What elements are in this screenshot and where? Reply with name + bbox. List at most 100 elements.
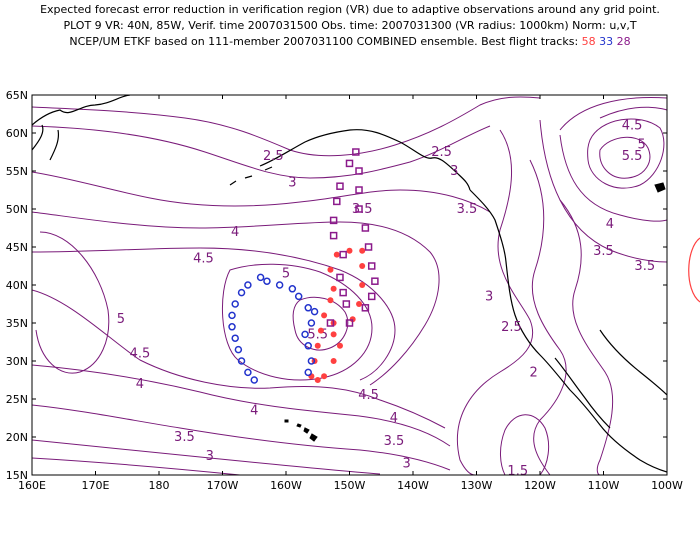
coastlines [32, 95, 667, 473]
flight-id-28: 28 [616, 35, 631, 48]
contour-lines [32, 96, 667, 475]
contour-line [529, 159, 567, 475]
contour-line [32, 439, 381, 475]
flight-58-marker [333, 251, 340, 258]
contour-line [35, 231, 110, 374]
contour-line [32, 247, 396, 381]
contour-line [559, 199, 614, 475]
flight-58-marker [321, 373, 328, 380]
flight-58-marker [314, 377, 321, 383]
contour-label: 3.5 [174, 430, 195, 445]
title-line-3-prefix: NCEP/UM ETKF based on 111-member 2007031… [69, 35, 579, 48]
flight-33-marker [228, 311, 236, 320]
flight-28-marker [355, 167, 363, 175]
title-line-3: NCEP/UM ETKF based on 111-member 2007031… [0, 34, 700, 50]
contour-label: 4 [231, 225, 239, 240]
lon-tick-label: 180 [149, 479, 170, 492]
flight-33-marker [244, 368, 252, 377]
contour-label: 2.5 [501, 320, 522, 335]
flight-28-marker [355, 186, 363, 194]
contour-label: 4.5 [622, 118, 643, 133]
flight-28-marker [336, 182, 344, 190]
contour-label: 2 [530, 365, 538, 380]
contour-label: 3 [288, 175, 296, 190]
contour-label: 3 [450, 164, 458, 179]
contour-line [292, 296, 349, 351]
flight-28-marker [329, 216, 338, 225]
flight-28-marker [342, 300, 351, 308]
lon-tick-label: 110W [588, 479, 620, 492]
longitude-axis: 160E 170E 180 170W 160W 150W 140W 130W 120W 110W 1… [18, 95, 683, 492]
contour-label: 3 [485, 289, 493, 304]
flight-id-33: 33 [599, 35, 614, 48]
contour-label: 4.5 [193, 251, 214, 266]
title-line-2: PLOT 9 VR: 40N, 85W, Verif. time 2007031… [63, 19, 637, 32]
flight-58-marker [346, 247, 353, 254]
flight-id-legend: 58 33 28 [582, 35, 631, 48]
contour-label: 1.5 [507, 464, 528, 479]
lon-tick-label: 160E [18, 479, 46, 492]
lat-tick-label: 50N [6, 203, 28, 216]
flight-33-marker [307, 357, 316, 365]
lat-tick-label: 35N [6, 317, 28, 330]
flight-28-marker [345, 319, 354, 327]
contour-label: 4.5 [358, 388, 379, 403]
flight-33-marker [256, 273, 265, 282]
flight-58-marker [336, 342, 343, 349]
contour-line [32, 125, 491, 179]
flight-28-marker [333, 197, 341, 206]
flight-58-marker [356, 301, 363, 307]
title-line-1: Expected forecast error reduction in ver… [40, 3, 660, 16]
lat-tick-label: 25N [6, 393, 28, 406]
contour-line [599, 136, 651, 179]
flight-28-marker [329, 231, 338, 240]
flight-58-marker [330, 285, 337, 292]
flight-33-marker [263, 277, 271, 285]
contour-line [32, 211, 440, 386]
lat-tick-label: 40N [6, 279, 28, 292]
flight-28-marker [355, 205, 363, 213]
flight-33-marker [288, 285, 297, 293]
contour-label: 5.5 [622, 149, 643, 164]
flight-58-marker [327, 266, 334, 273]
flight-58-marker [314, 342, 321, 349]
flight-33-marker [250, 376, 258, 384]
contour-line [587, 118, 665, 189]
contour-label: 5 [117, 312, 125, 327]
flight-58-marker [317, 327, 324, 334]
latitude-axis: 65N 60N 55N 50N 45N 40N 35N 30N 25N 20N 15N [6, 89, 667, 482]
flight-58-marker [359, 263, 366, 269]
flight-33-marker [231, 300, 239, 308]
flight-58-marker [321, 312, 328, 319]
contour-line [559, 134, 667, 222]
flight-33-marker [244, 281, 252, 289]
flight-33-marker [307, 319, 316, 327]
contour-label: 3.5 [593, 244, 614, 259]
contour-label: 2.5 [431, 145, 452, 160]
flight-28-marker [326, 319, 335, 327]
flight-33-marker [275, 281, 284, 289]
flight-33-marker [231, 334, 239, 342]
contour-line [559, 97, 667, 131]
flight-tracks [228, 148, 379, 384]
contour-label: 5 [637, 137, 645, 152]
lon-tick-label: 100W [651, 479, 683, 492]
flight-58-marker [330, 358, 337, 364]
lon-tick-label: 160W [270, 479, 302, 492]
lon-tick-label: 150W [334, 479, 366, 492]
coastline-alaska [32, 95, 471, 191]
contour-line [32, 171, 491, 213]
flight-33-marker [294, 292, 303, 301]
contour-line [32, 289, 446, 429]
lat-tick-label: 45N [6, 241, 28, 254]
flight-28-marker [339, 288, 347, 297]
flight-58-marker [330, 331, 337, 338]
contour-label: 3.5 [457, 202, 478, 217]
verification-region-arc [688, 237, 700, 303]
flight-33-marker [304, 304, 312, 312]
flight-33-marker [228, 323, 236, 331]
contour-label: 5 [282, 267, 290, 282]
contour-labels: 2.5 3 4 4.5 5 5 4.5 4 4 3.5 3 5.5 4.5 4 3.5 3 3.5 2.5 3 3.5… [117, 118, 655, 479]
contour-label: 4.5 [130, 346, 151, 361]
lon-tick-label: 170E [82, 479, 110, 492]
